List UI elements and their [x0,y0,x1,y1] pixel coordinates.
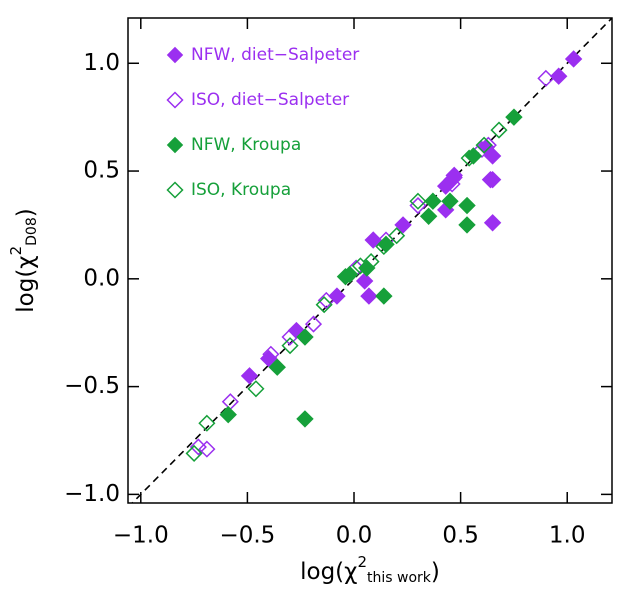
y-axis-label-part: D08 [24,217,40,246]
data-point [409,196,427,215]
plot-frame [127,17,613,504]
x-axis-label: log(χ2this work) [300,553,440,587]
x-tick-label: −1.0 [113,523,169,549]
data-point [409,192,427,210]
data-point [240,367,259,385]
legend-label: NFW, Kroupa [191,135,301,155]
data-point [262,345,280,363]
legend-marker [166,46,184,64]
data-point [537,69,555,87]
data-point [464,147,483,165]
data-point [419,207,438,226]
data-point [475,136,493,154]
data-point [189,438,207,456]
y-axis-label-part: ) [13,208,39,217]
x-tick-label: 1.0 [549,523,586,549]
data-point [460,149,478,167]
data-point [281,337,299,355]
data-point [355,272,374,290]
y-tick-label: −1.0 [64,481,120,507]
data-point [549,67,568,85]
data-point [185,444,203,462]
data-point [394,216,412,234]
data-point [481,170,500,189]
data-point [388,227,406,245]
x-tick-label: 0.5 [442,523,479,549]
data-point [490,121,508,139]
data-point [317,291,335,309]
data-point [281,328,299,346]
data-point [505,108,523,126]
legend-label: ISO, diet−Salpeter [191,90,349,110]
data-point [364,231,382,249]
one-to-one-line [131,18,612,503]
y-tick-label: 0.0 [83,265,120,291]
y-tick-label: −0.5 [64,373,120,399]
y-axis-label-part: 2 [7,246,25,256]
x-axis-label-part: log(χ [300,559,357,585]
data-point [445,168,463,187]
data-point [441,192,459,210]
data-point [458,216,476,234]
data-point [296,410,314,428]
x-tick-label: −0.5 [219,523,275,549]
legend-marker [166,136,184,154]
data-point [375,237,393,256]
data-point [473,140,491,159]
data-point [198,414,216,432]
data-point [221,393,239,411]
y-tick-label: 1.0 [83,50,120,76]
data-point [424,192,442,210]
data-point [219,405,237,424]
legend-marker [166,181,184,199]
x-axis-label-part: ) [431,559,440,585]
data-point [247,380,265,398]
x-tick-label: 0.0 [336,523,373,549]
y-axis-label-part: log(χ [13,255,39,312]
data-point [336,267,355,286]
legend-label: NFW, diet−Salpeter [191,45,359,65]
data-point [458,196,476,215]
data-point [304,315,323,333]
data-point [351,257,369,275]
data-point [268,358,286,376]
legend-marker [166,91,184,109]
legend-label: ISO, Kroupa [191,180,291,200]
data-point [360,287,378,305]
data-point [443,175,461,193]
x-axis-label-part: 2 [357,553,367,571]
data-point [375,287,393,305]
data-point [315,296,333,314]
data-point [483,214,502,232]
x-axis-label-part: this work [367,570,432,586]
data-point [564,50,583,68]
data-point [198,440,216,458]
y-axis-label: log(χ2D08) [7,208,41,312]
data-point [362,253,380,271]
y-tick-label: 0.5 [83,158,120,184]
data-point [296,328,314,346]
